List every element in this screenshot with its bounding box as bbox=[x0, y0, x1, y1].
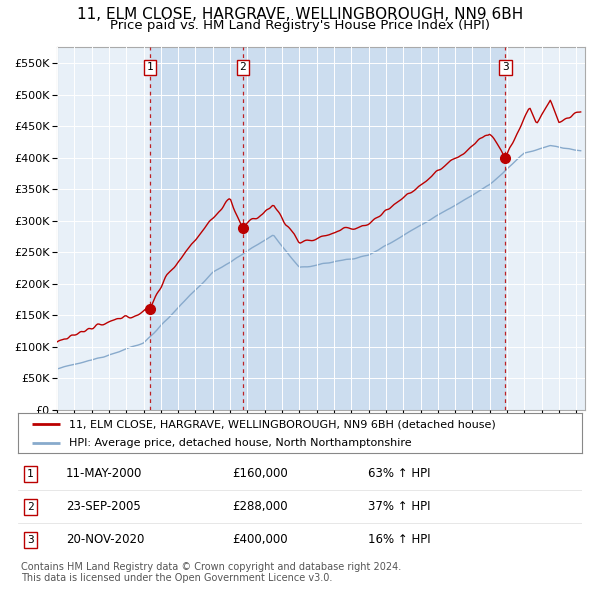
Bar bbox=[243, 47, 505, 410]
Text: £160,000: £160,000 bbox=[232, 467, 288, 480]
Text: £288,000: £288,000 bbox=[232, 500, 288, 513]
Bar bbox=[150, 47, 243, 410]
Text: 11, ELM CLOSE, HARGRAVE, WELLINGBOROUGH, NN9 6BH: 11, ELM CLOSE, HARGRAVE, WELLINGBOROUGH,… bbox=[77, 7, 523, 22]
Text: 16% ↑ HPI: 16% ↑ HPI bbox=[368, 533, 430, 546]
Text: 11, ELM CLOSE, HARGRAVE, WELLINGBOROUGH, NN9 6BH (detached house): 11, ELM CLOSE, HARGRAVE, WELLINGBOROUGH,… bbox=[69, 419, 496, 430]
Text: 1: 1 bbox=[27, 469, 34, 479]
Text: 11-MAY-2000: 11-MAY-2000 bbox=[66, 467, 142, 480]
Text: HPI: Average price, detached house, North Northamptonshire: HPI: Average price, detached house, Nort… bbox=[69, 438, 412, 448]
Text: This data is licensed under the Open Government Licence v3.0.: This data is licensed under the Open Gov… bbox=[21, 573, 332, 584]
Text: 1: 1 bbox=[146, 63, 154, 73]
Text: 63% ↑ HPI: 63% ↑ HPI bbox=[368, 467, 430, 480]
Text: Price paid vs. HM Land Registry's House Price Index (HPI): Price paid vs. HM Land Registry's House … bbox=[110, 19, 490, 32]
Text: 3: 3 bbox=[502, 63, 509, 73]
Text: 3: 3 bbox=[27, 535, 34, 545]
Text: 37% ↑ HPI: 37% ↑ HPI bbox=[368, 500, 430, 513]
Text: 23-SEP-2005: 23-SEP-2005 bbox=[66, 500, 140, 513]
Text: 2: 2 bbox=[27, 502, 34, 512]
Text: 2: 2 bbox=[239, 63, 246, 73]
Text: £400,000: £400,000 bbox=[232, 533, 288, 546]
Text: Contains HM Land Registry data © Crown copyright and database right 2024.: Contains HM Land Registry data © Crown c… bbox=[21, 562, 401, 572]
Text: 20-NOV-2020: 20-NOV-2020 bbox=[66, 533, 145, 546]
